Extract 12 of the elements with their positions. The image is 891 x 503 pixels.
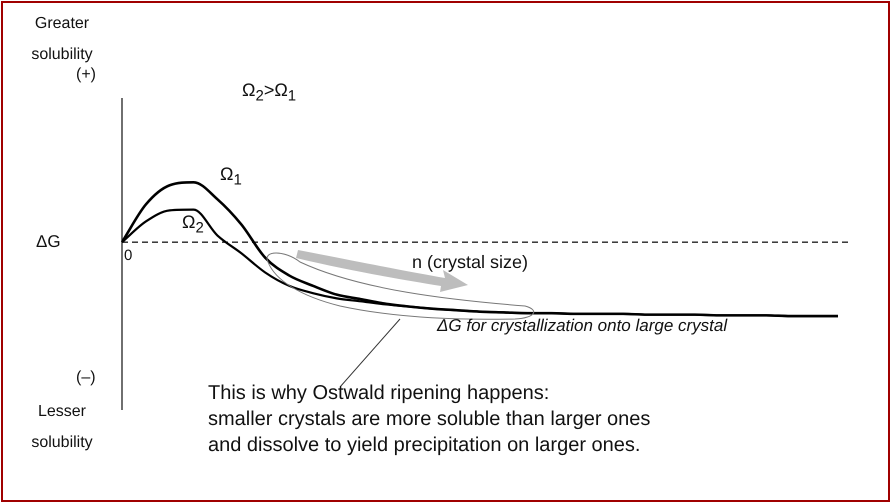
y-axis-title: ΔG [36,232,61,252]
text: (–) [76,368,96,388]
text: This is why Ostwald ripening happens: smaller crystals are more soluble than larger ones and dissolve to yield precipitation on larger ones. [208,381,650,458]
annotation: 0 [124,246,132,266]
text: (+) [76,65,96,85]
x-axis-title: n (crystal size) [412,252,528,272]
series-label: Ω$_{1}$ [220,164,242,191]
text: Lesser solubility [30,402,94,453]
text: Ω$_{2}$>Ω$_{1}$ [242,80,296,107]
annotation: ΔG for crystallization onto large crystal [437,316,728,336]
text: Greater solubility [31,15,93,63]
series-label: Ω$_{2}$ [182,212,204,239]
